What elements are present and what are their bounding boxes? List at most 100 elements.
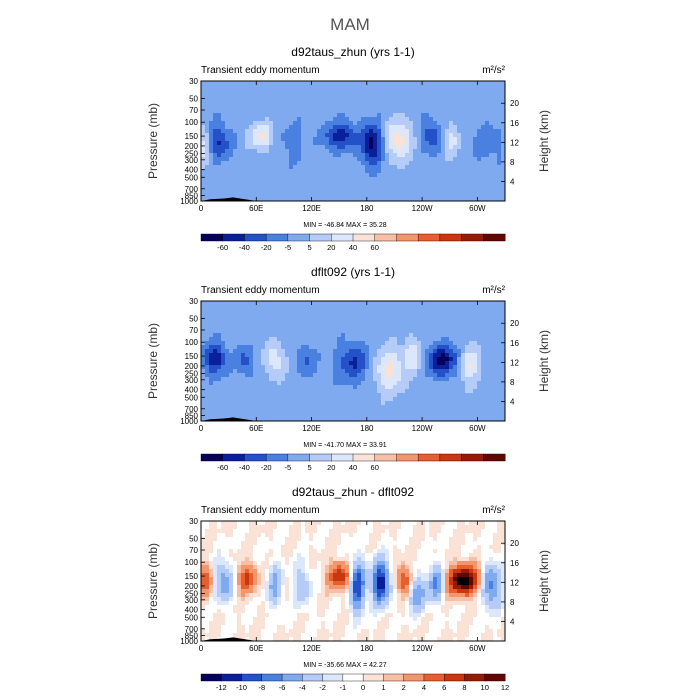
field-cell xyxy=(285,137,290,142)
field-cell xyxy=(329,121,334,126)
field-cell xyxy=(377,85,382,90)
field-cell xyxy=(241,133,246,138)
field-cell xyxy=(401,321,406,326)
field-cell xyxy=(365,357,370,362)
field-cell xyxy=(297,93,302,98)
field-cell xyxy=(413,177,418,182)
field-cell xyxy=(353,129,358,134)
field-cell xyxy=(449,325,454,330)
field-cell xyxy=(333,133,338,138)
field-cell xyxy=(473,401,478,406)
field-cell xyxy=(309,305,314,310)
field-cell xyxy=(417,185,422,190)
field-cell xyxy=(469,381,474,386)
field-cell xyxy=(277,197,282,201)
field-cell xyxy=(321,373,326,378)
field-cell xyxy=(413,349,418,354)
field-cell xyxy=(369,133,374,138)
field-cell xyxy=(437,197,442,201)
field-cell xyxy=(241,333,246,338)
field-cell xyxy=(485,93,490,98)
field-cell xyxy=(333,89,338,94)
field-cell xyxy=(381,153,386,158)
field-cell xyxy=(421,365,426,370)
field-cell xyxy=(433,377,438,382)
field-cell xyxy=(377,113,382,118)
field-cell xyxy=(325,357,330,362)
field-cell xyxy=(261,161,266,166)
field-cell xyxy=(441,197,446,201)
field-cell xyxy=(213,85,218,90)
field-cell xyxy=(361,101,366,106)
field-cell xyxy=(349,189,354,194)
field-cell xyxy=(261,529,266,534)
field-cell xyxy=(333,165,338,170)
field-cell xyxy=(221,121,226,126)
field-cell xyxy=(389,141,394,146)
field-cell xyxy=(353,349,358,354)
field-cell xyxy=(377,345,382,350)
field-cell xyxy=(357,313,362,318)
panel-1-subtitle: Transient eddy momentum xyxy=(201,65,320,76)
field-cell xyxy=(449,357,454,362)
field-cell xyxy=(501,365,505,370)
field-cell xyxy=(285,197,290,201)
field-cell xyxy=(305,301,310,306)
field-cell xyxy=(349,117,354,122)
field-cell xyxy=(461,361,466,366)
field-cell xyxy=(249,393,254,398)
field-cell xyxy=(477,405,482,410)
field-cell xyxy=(433,193,438,198)
field-cell xyxy=(333,141,338,146)
field-cell xyxy=(489,389,494,394)
field-cell xyxy=(281,325,286,330)
field-cell xyxy=(369,349,374,354)
field-cell xyxy=(241,157,246,162)
field-cell xyxy=(401,349,406,354)
field-cell xyxy=(457,141,462,146)
field-cell xyxy=(245,101,250,106)
field-cell xyxy=(497,169,502,174)
field-cell xyxy=(253,185,258,190)
field-cell xyxy=(473,341,478,346)
field-cell xyxy=(333,405,338,410)
field-cell xyxy=(241,313,246,318)
field-cell xyxy=(445,337,450,342)
field-cell xyxy=(497,185,502,190)
field-cell xyxy=(361,385,366,390)
field-cell xyxy=(305,373,310,378)
field-cell xyxy=(345,353,350,358)
field-cell xyxy=(493,121,498,126)
field-cell xyxy=(313,377,318,382)
field-cell xyxy=(321,177,326,182)
field-cell xyxy=(297,305,302,310)
panel-2-minmax: MIN = -41.70 MAX = 33.91 xyxy=(303,442,386,449)
field-cell xyxy=(501,349,505,354)
field-cell xyxy=(453,113,458,118)
field-cell xyxy=(289,189,294,194)
field-cell xyxy=(293,325,298,330)
field-cell xyxy=(237,413,242,418)
field-cell xyxy=(241,341,246,346)
field-cell xyxy=(333,329,338,334)
field-cell xyxy=(269,389,274,394)
field-cell xyxy=(309,129,314,134)
field-cell xyxy=(481,329,486,334)
field-cell xyxy=(209,97,214,102)
field-cell xyxy=(393,165,398,170)
field-cell xyxy=(353,305,358,310)
field-cell xyxy=(205,161,210,166)
field-cell xyxy=(245,125,250,130)
field-cell xyxy=(353,169,358,174)
field-cell xyxy=(357,185,362,190)
field-cell xyxy=(421,373,426,378)
field-cell xyxy=(405,357,410,362)
field-cell xyxy=(361,353,366,358)
field-cell xyxy=(373,349,378,354)
field-cell xyxy=(361,309,366,314)
field-cell xyxy=(257,305,262,310)
field-cell xyxy=(473,301,478,306)
field-cell xyxy=(437,329,442,334)
field-cell xyxy=(341,305,346,310)
field-cell xyxy=(461,153,466,158)
